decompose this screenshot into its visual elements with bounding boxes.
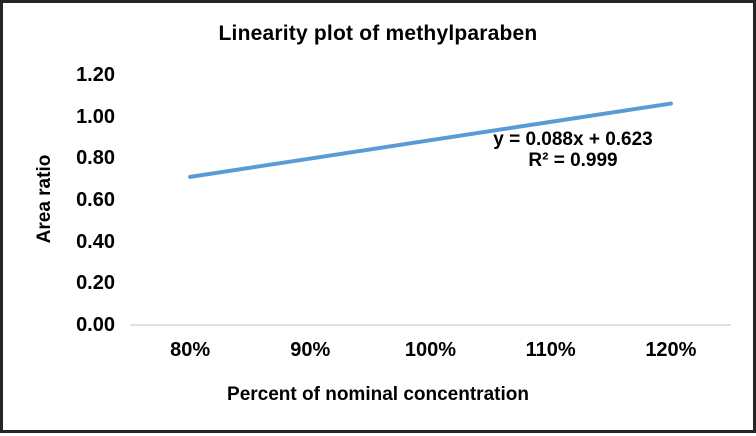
x-tick-label: 80% xyxy=(170,339,211,361)
y-tick-label: 0.00 xyxy=(76,314,115,336)
x-tick-label: 120% xyxy=(645,339,697,361)
data-series-line xyxy=(188,101,673,179)
y-tick-label: 0.60 xyxy=(76,189,115,211)
plot-area xyxy=(130,101,731,326)
y-tick-label: 0.20 xyxy=(76,272,115,295)
y-tick-label: 0.80 xyxy=(76,147,115,170)
y-tick-label: 1.00 xyxy=(76,105,115,128)
r-squared-text: R² = 0.999 xyxy=(528,150,618,171)
trendline-equation-annotation: y = 0.088x + 0.623 R² = 0.999 xyxy=(423,129,723,171)
chart-title: Linearity plot of methylparaben xyxy=(218,22,538,45)
x-tick-label: 100% xyxy=(404,339,457,361)
x-axis-title: Percent of nominal concentration xyxy=(227,384,529,405)
y-tick-label: 0.40 xyxy=(76,230,115,253)
y-tick-label: 1.20 xyxy=(76,64,115,86)
x-tick-label: 110% xyxy=(525,339,576,361)
equation-text: y = 0.088x + 0.623 xyxy=(493,129,653,150)
x-tick-label: 90% xyxy=(290,339,331,361)
